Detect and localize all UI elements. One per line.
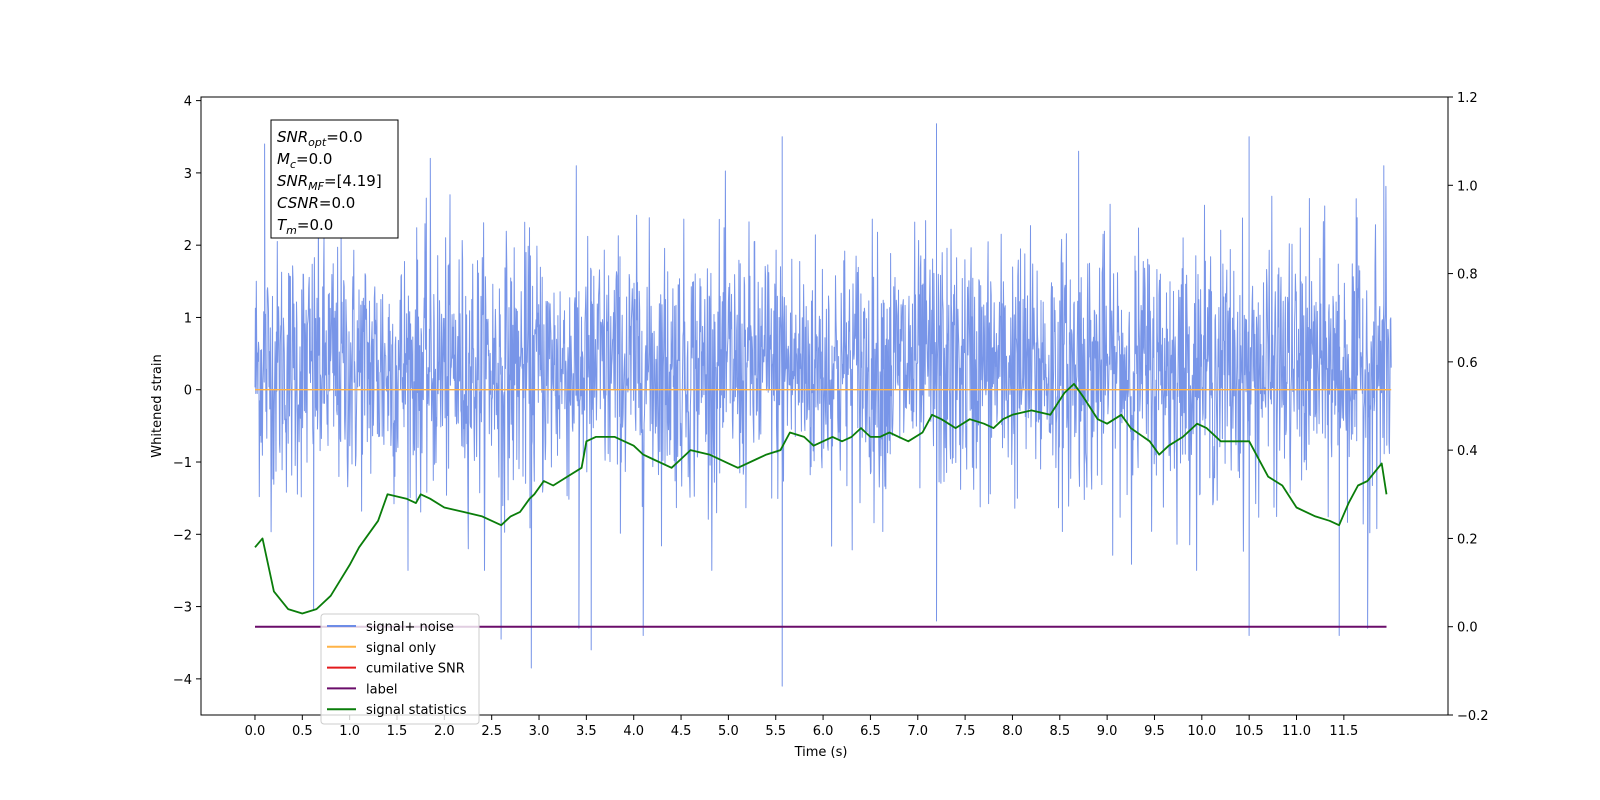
- x-tick-label: 0.5: [292, 724, 313, 739]
- x-tick-label: 5.5: [765, 724, 786, 739]
- y-tick-label: −3: [173, 601, 192, 616]
- x-tick-label: 0.0: [245, 724, 266, 739]
- x-tick-label: 6.0: [813, 724, 834, 739]
- x-tick-label: 10.0: [1187, 724, 1216, 739]
- y-axis-right: −0.2 0.0 0.2 0.4 0.6 0.8 1.0 1.2: [1448, 91, 1489, 724]
- info-box-line: SNRopt=0.0: [277, 128, 363, 149]
- signal-statistics-line: [254, 383, 1388, 615]
- series-signal-statistics: [254, 383, 1388, 615]
- y-tick-label: 4: [184, 95, 192, 110]
- y-axis-title: Whitened strain: [150, 354, 165, 457]
- y-tick-label: −4: [173, 673, 192, 688]
- signal-noise-line: [254, 123, 1392, 687]
- x-tick-label: 1.5: [387, 724, 408, 739]
- x-axis-title: Time (s): [794, 745, 848, 760]
- info-box-line: Mc=0.0: [277, 150, 332, 171]
- y-axis-left: −4 −3 −2 −1 0 1 2 3 4: [173, 95, 201, 688]
- x-tick-label: 4.0: [623, 724, 644, 739]
- legend-label: label: [366, 682, 397, 697]
- y2-tick-label: 0.8: [1457, 268, 1478, 283]
- y2-tick-label: 0.4: [1457, 444, 1478, 459]
- y-tick-label: −2: [173, 528, 192, 543]
- info-box-frame: [270, 119, 399, 239]
- x-tick-label: 8.5: [1049, 724, 1070, 739]
- info-box-line: Tm=0.0: [277, 216, 333, 237]
- x-tick-label: 11.0: [1282, 724, 1311, 739]
- x-tick-label: 1.0: [339, 724, 360, 739]
- y2-tick-label: 0.6: [1457, 356, 1478, 371]
- x-tick-label: 7.5: [955, 724, 976, 739]
- legend-label: signal statistics: [366, 703, 467, 718]
- legend-label: signal+ noise: [366, 620, 454, 635]
- x-axis: 0.0 0.5 1.0 1.5 2.0 2.5 3.0 3.5 4.0 4.5 5.0 5.5 6.0 6…: [245, 715, 1358, 739]
- series-signal-noise: [254, 123, 1392, 687]
- y-tick-label: 2: [184, 239, 192, 254]
- y-tick-label: 3: [184, 167, 192, 182]
- x-tick-label: 3.0: [529, 724, 550, 739]
- x-tick-label: 9.5: [1144, 724, 1165, 739]
- x-tick-label: 9.0: [1097, 724, 1118, 739]
- legend-label: cumilative SNR: [366, 662, 465, 677]
- y2-tick-label: 1.2: [1457, 91, 1478, 106]
- x-tick-label: 10.5: [1235, 724, 1264, 739]
- y2-tick-label: 0.0: [1457, 621, 1478, 636]
- x-tick-label: 5.0: [718, 724, 739, 739]
- info-box-line: CSNR=0.0: [277, 194, 355, 212]
- y2-tick-label: 0.2: [1457, 532, 1478, 547]
- y2-tick-label: 1.0: [1457, 179, 1478, 194]
- legend: signal+ noise signal only cumilative SNR la…: [320, 613, 480, 725]
- info-box-line: SNRMF=[4.19]: [277, 172, 382, 193]
- legend-label: signal only: [366, 641, 436, 656]
- legend-frame: [320, 613, 480, 725]
- x-tick-label: 6.5: [860, 724, 881, 739]
- x-tick-label: 11.5: [1329, 724, 1358, 739]
- y2-tick-label: −0.2: [1457, 709, 1489, 724]
- y-tick-label: 1: [184, 311, 192, 326]
- x-tick-label: 2.0: [434, 724, 455, 739]
- y-tick-label: 0: [184, 384, 192, 399]
- x-tick-label: 3.5: [576, 724, 597, 739]
- x-tick-label: 4.5: [671, 724, 692, 739]
- axes-frame: [200, 96, 1449, 716]
- y-tick-label: −1: [173, 456, 192, 471]
- x-tick-label: 2.5: [481, 724, 502, 739]
- x-tick-label: 8.0: [1002, 724, 1023, 739]
- x-tick-label: 7.0: [907, 724, 928, 739]
